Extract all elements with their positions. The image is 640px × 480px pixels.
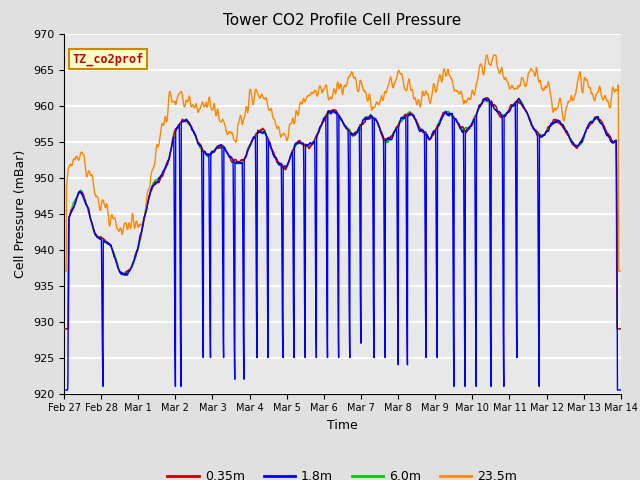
Title: Tower CO2 Profile Cell Pressure: Tower CO2 Profile Cell Pressure (223, 13, 461, 28)
X-axis label: Time: Time (327, 419, 358, 432)
Y-axis label: Cell Pressure (mBar): Cell Pressure (mBar) (15, 149, 28, 278)
Text: TZ_co2prof: TZ_co2prof (72, 52, 143, 66)
Legend: 0.35m, 1.8m, 6.0m, 23.5m: 0.35m, 1.8m, 6.0m, 23.5m (163, 465, 522, 480)
